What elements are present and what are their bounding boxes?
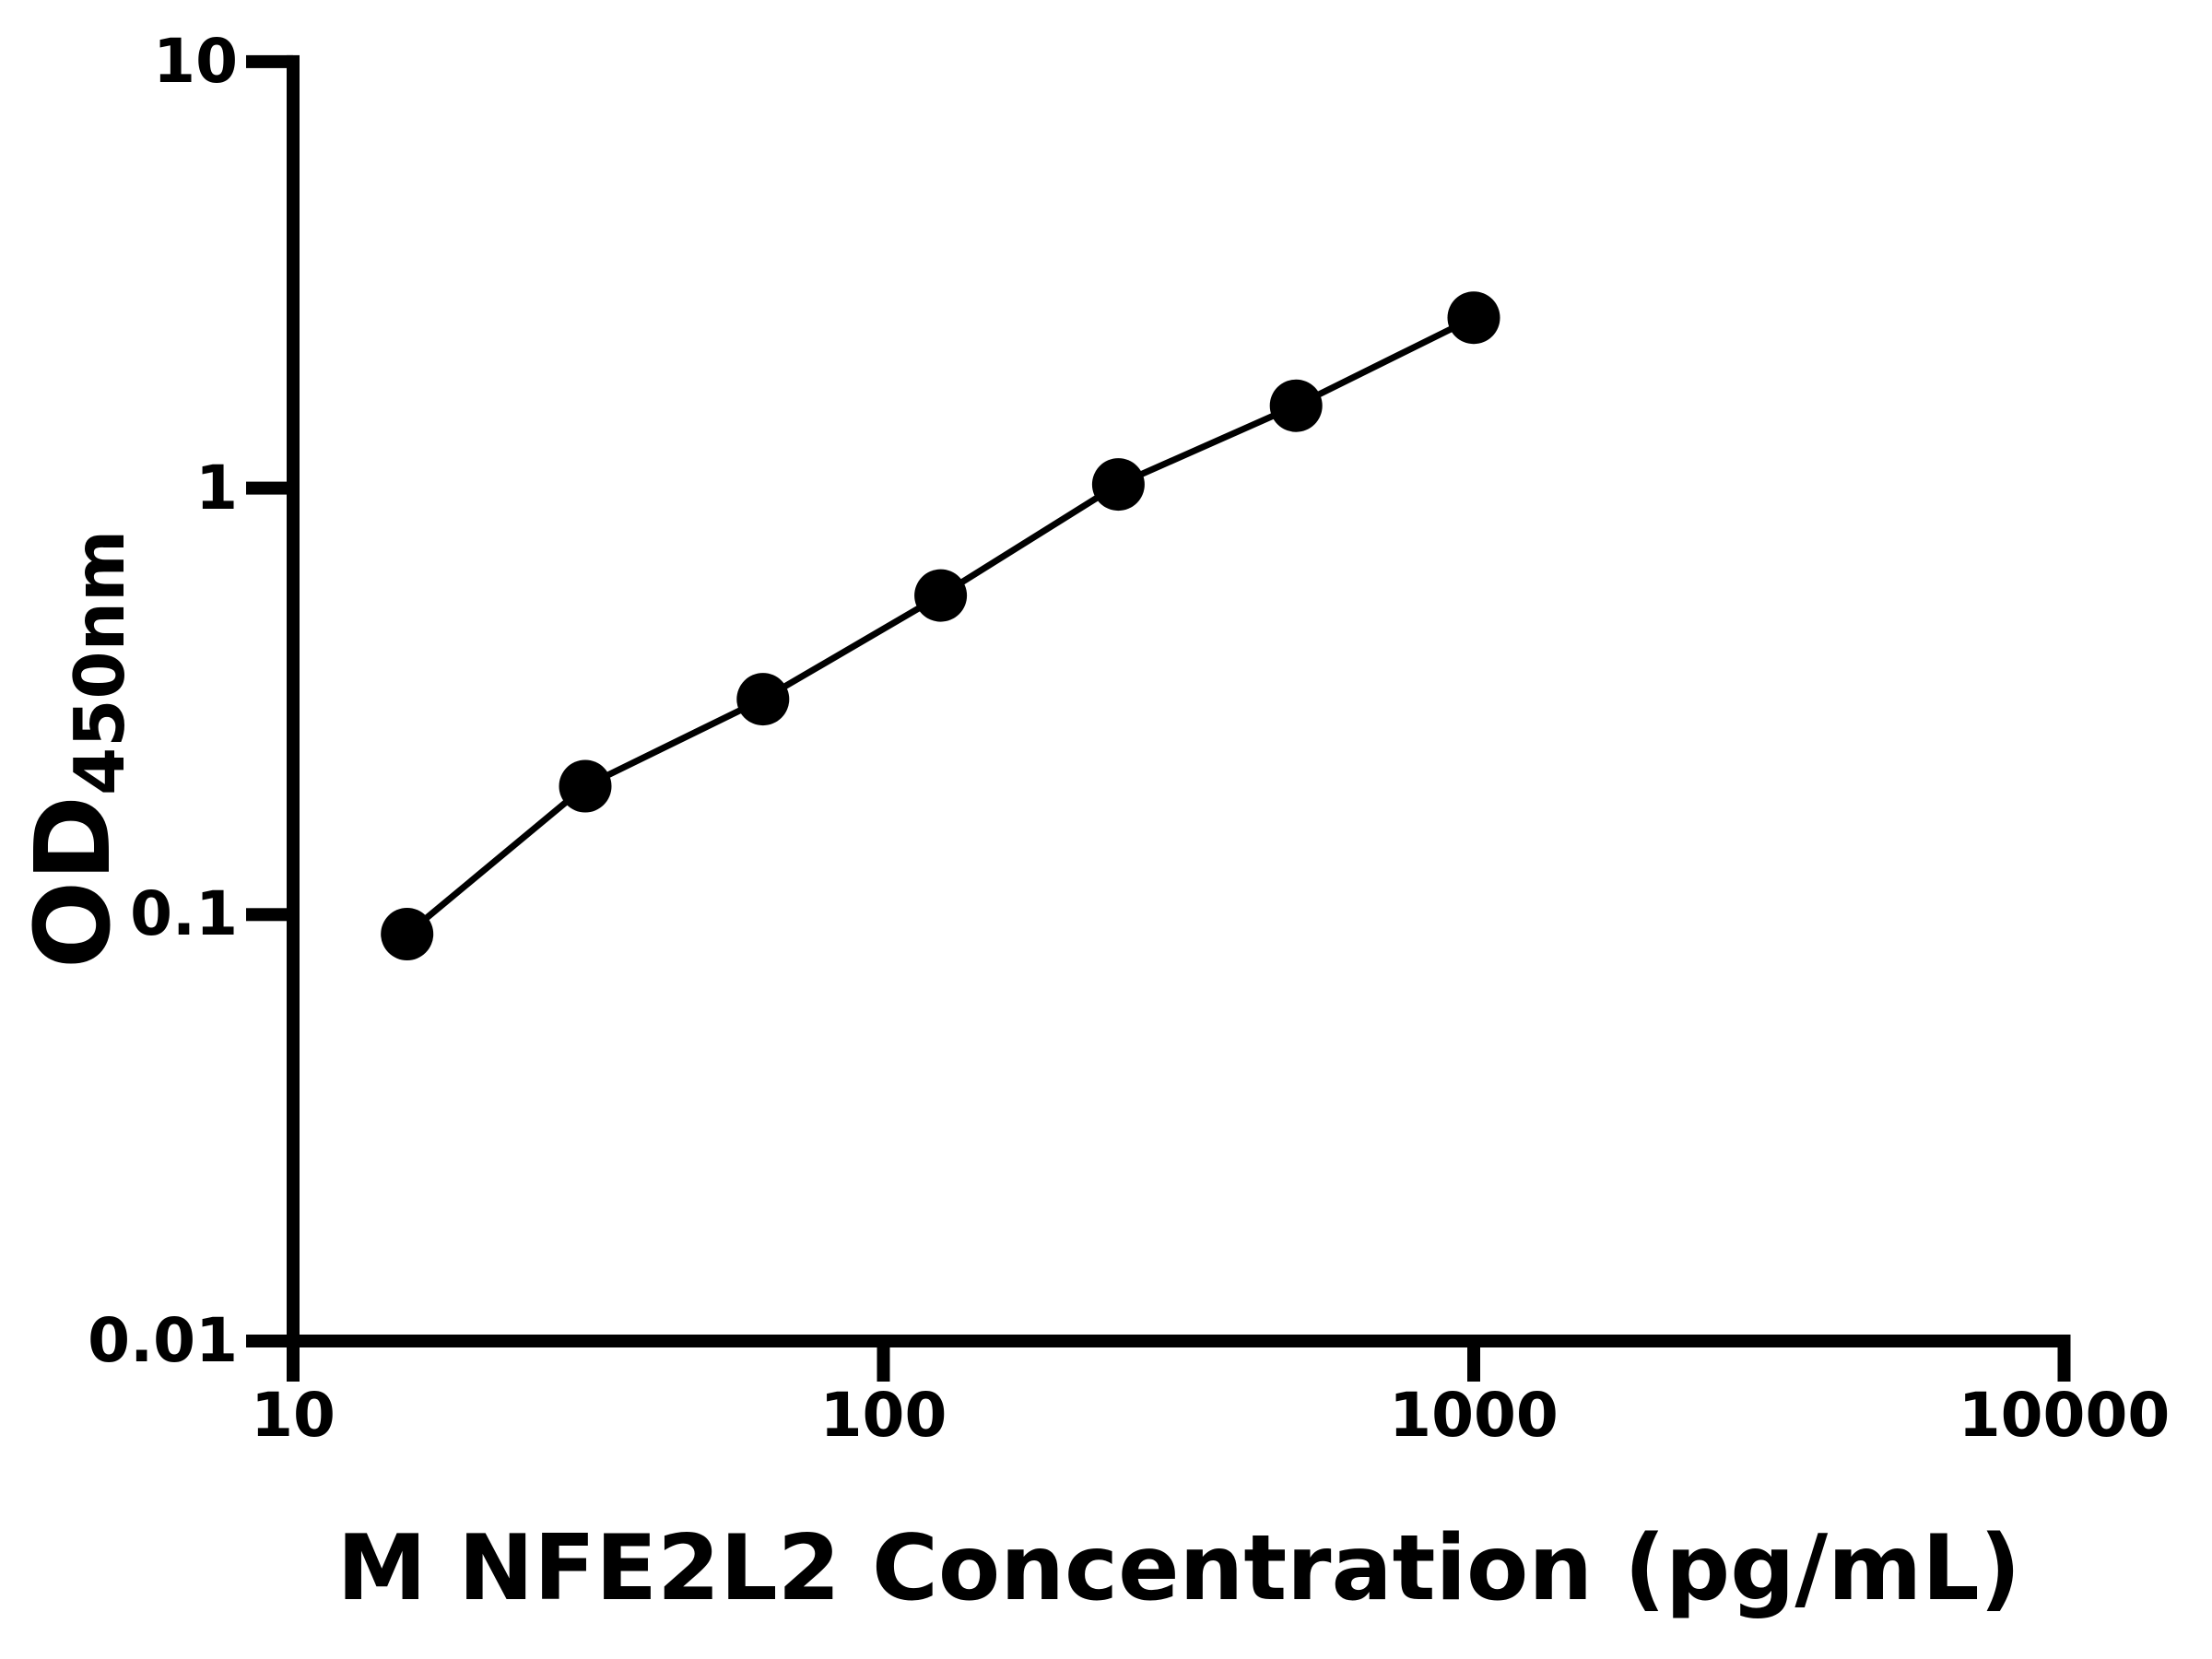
data-point-marker [381,908,434,960]
data-point-marker [736,673,790,726]
x-axis-tick [1467,1335,1480,1382]
y-axis-tick-label: 0.1 [130,878,238,950]
y-axis-title: OD450nm [14,288,140,1210]
data-point-marker [1269,379,1323,432]
y-axis-line [287,54,300,1347]
x-axis-line [287,1335,2071,1347]
data-point-marker [914,569,968,622]
x-axis-tick [287,1335,300,1382]
x-axis-title: M NFE2L2 Concentration (pg/mL) [336,1516,2021,1621]
y-axis-title-subscript: 450nm [59,529,140,795]
x-axis-tick-label: 10000 [1958,1380,2171,1451]
y-axis-tick [246,908,293,922]
data-point-marker [1091,458,1145,512]
x-axis-tick [877,1335,890,1382]
x-axis-tick-label: 10 [251,1380,335,1451]
y-axis-tick [246,481,293,495]
x-axis-tick [2057,1335,2071,1382]
y-axis-tick [246,54,293,68]
data-point-marker [559,759,612,813]
data-point-marker [1447,291,1500,345]
y-axis-tick-label: 10 [153,25,238,97]
x-axis-tick-label: 1000 [1389,1380,1559,1451]
y-axis-tick-label: 1 [195,452,238,524]
y-axis-tick-label: 0.01 [88,1305,238,1376]
x-axis-tick-label: 100 [819,1380,947,1451]
y-axis-tick [246,1335,293,1347]
